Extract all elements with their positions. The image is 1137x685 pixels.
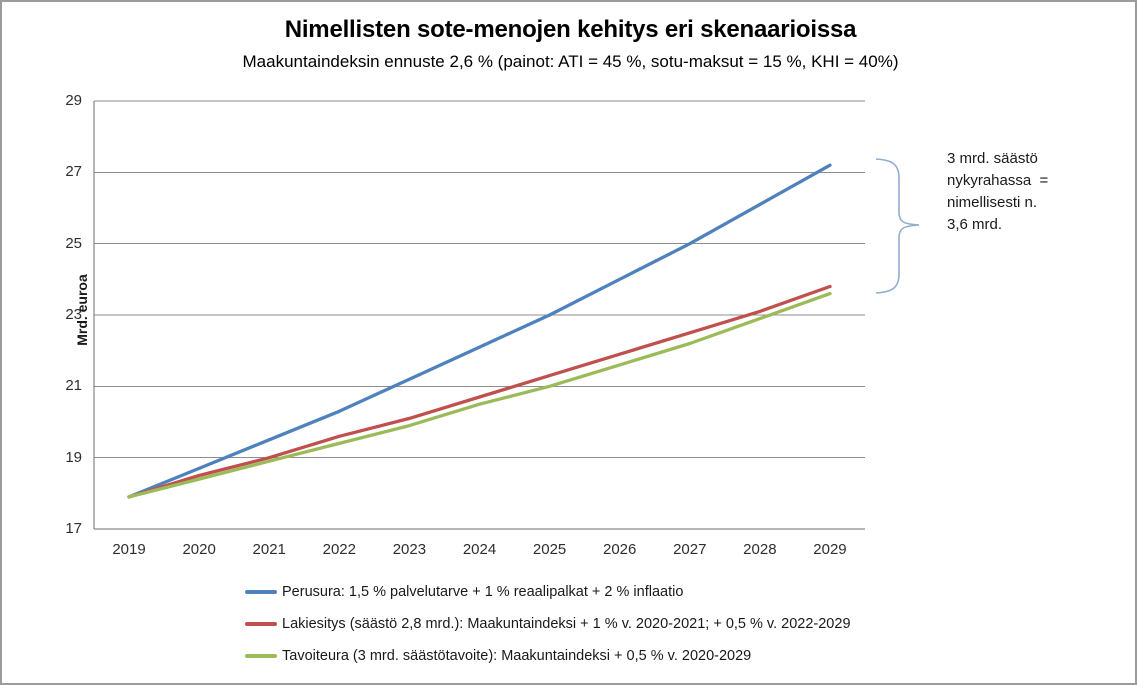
- x-tick-label: 2029: [813, 541, 847, 558]
- y-axis-title: Mrd. euroa: [74, 274, 90, 346]
- axes: [93, 101, 865, 530]
- y-tick-label: 29: [65, 92, 82, 109]
- x-tick-label: 2024: [462, 541, 497, 558]
- y-tick-label: 17: [65, 520, 82, 537]
- chart-title: Nimellisten sote-menojen kehitys eri ske…: [284, 16, 857, 43]
- legend-item-1: Lakiesitys (säästö 2,8 mrd.): Maakuntain…: [245, 608, 851, 640]
- x-tick-label: 2025: [532, 541, 567, 558]
- legend-line-swatch: [245, 622, 277, 626]
- series-lines: [127, 163, 832, 499]
- legend-line-swatch: [245, 590, 277, 594]
- y-tick-label: 21: [65, 377, 82, 395]
- x-tick-label: 2028: [743, 541, 777, 558]
- curly-brace-icon: [875, 158, 920, 294]
- y-tick-label: 23: [65, 306, 82, 323]
- series-line-1: [127, 284, 832, 499]
- x-tick-label: 2019: [112, 541, 146, 558]
- y-tick-label: 19: [65, 448, 82, 466]
- legend-item-0: Perusura: 1,5 % palvelutarve + 1 % reaal…: [245, 576, 851, 608]
- x-tick-label: 2022: [322, 541, 356, 558]
- legend-line-swatch: [245, 654, 277, 658]
- x-tick-label: 2026: [602, 541, 637, 558]
- chart-subtitle: Maakuntaindeksin ennuste 2,6 % (painot: …: [242, 52, 899, 71]
- y-tick-label: 25: [65, 234, 82, 252]
- series-line-0: [127, 163, 832, 499]
- legend-item-2: Tavoiteura (3 mrd. säästötavoite): Maaku…: [245, 640, 851, 672]
- legend-label: Perusura: 1,5 % palvelutarve + 1 % reaal…: [282, 584, 684, 600]
- legend-label: Tavoiteura (3 mrd. säästötavoite): Maaku…: [282, 648, 752, 664]
- gridlines: [94, 100, 865, 459]
- legend-label: Lakiesitys (säästö 2,8 mrd.): Maakuntain…: [282, 616, 851, 632]
- chart-legend: Perusura: 1,5 % palvelutarve + 1 % reaal…: [245, 576, 851, 672]
- x-tick-label: 2023: [392, 541, 427, 558]
- x-tick-label: 2027: [673, 541, 707, 558]
- x-tick-label: 2021: [252, 541, 286, 558]
- annotation-text: 3 mrd. säästö nykyrahassa = nimellisesti…: [947, 150, 1049, 233]
- series-line-2: [127, 291, 832, 499]
- x-tick-label: 2020: [182, 541, 216, 558]
- y-tick-label: 27: [65, 163, 82, 181]
